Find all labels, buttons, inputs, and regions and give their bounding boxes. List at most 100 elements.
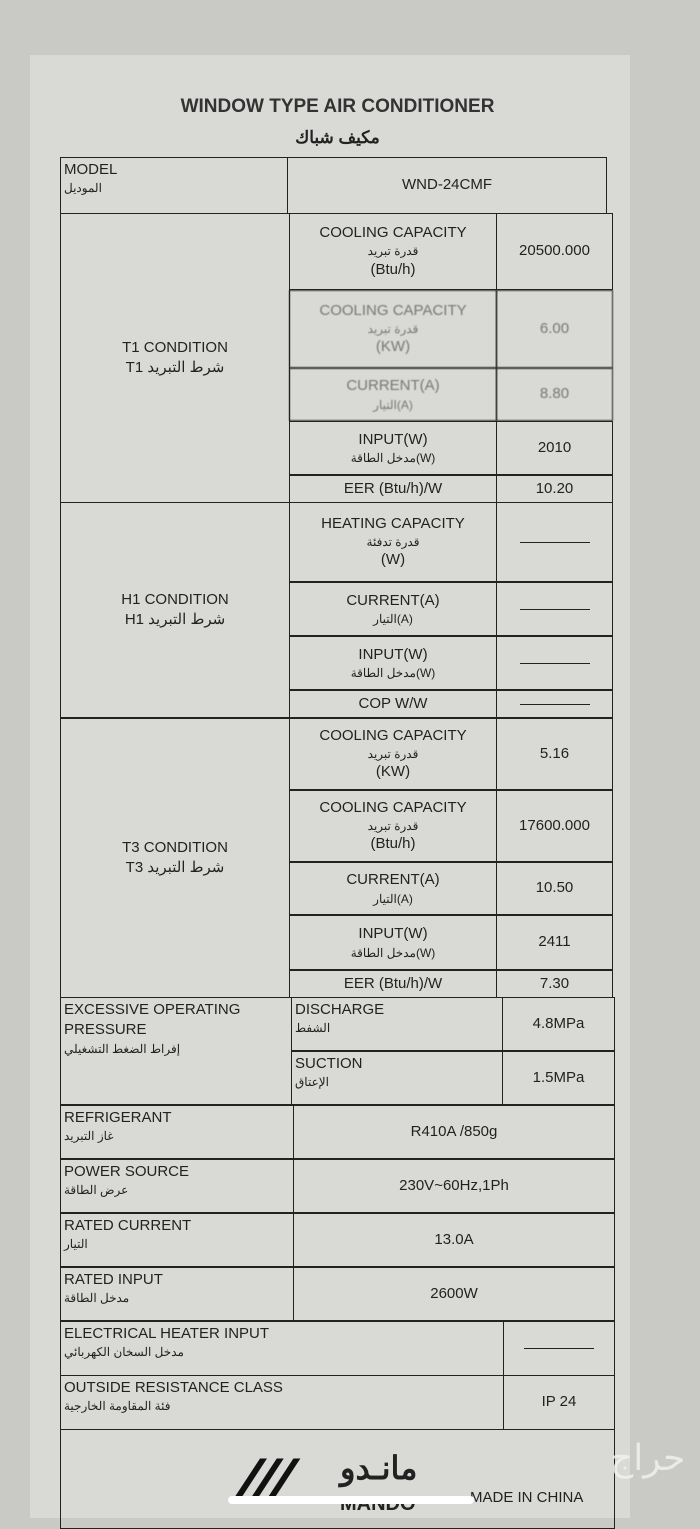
t3-label-text: T3 شرط التبريد — [125, 859, 225, 876]
t3-row-value-text: 7.30 — [539, 974, 570, 992]
empty-dash — [519, 608, 590, 610]
spec-label-text: التيار — [64, 1237, 88, 1252]
t1-row-label-text: CURRENT(A) — [346, 377, 440, 395]
t1-row-value: 6.00 — [496, 290, 613, 368]
discharge-value: 4.8MPa — [502, 997, 615, 1051]
pressure-label: EXCESSIVE OPERATING PRESSURE إفراط الضغط … — [60, 997, 292, 1105]
spec-value-text: 13.0A — [434, 1230, 474, 1248]
pressure-label-text: إفراط الضغط التشغيلي — [64, 1041, 181, 1056]
empty-dash — [519, 703, 590, 705]
h1-row-label-text: (W) — [380, 551, 406, 569]
spec-label-text: REFRIGERANT — [64, 1109, 172, 1126]
spec-label: REFRIGERANT غاز التبريد — [60, 1105, 294, 1159]
outside-label-text: فئة المقاومة الخارجية — [64, 1399, 171, 1414]
t1-row-label-text: COOLING CAPACITY — [319, 224, 467, 242]
t1-row-value-text: 6.00 — [539, 319, 570, 337]
t1-row-label: COOLING CAPACITY قدرة تبريد (Btu/h) — [289, 213, 497, 290]
t3-row-label-text: INPUT(W) — [358, 925, 428, 943]
t3-row-value-text: 17600.000 — [519, 816, 590, 834]
spec-label-text: مدخل الطاقة — [64, 1291, 130, 1306]
outside-value: IP 24 — [503, 1375, 615, 1430]
h1-row-label-text: INPUT(W) — [358, 645, 428, 663]
heater-value — [503, 1321, 615, 1376]
t3-row-label: CURRENT(A) التيار(A) — [289, 862, 497, 915]
spec-value-text: 2600W — [430, 1284, 478, 1302]
model-label-text: MODEL — [64, 161, 118, 178]
spec-label: RATED INPUT مدخل الطاقة — [60, 1267, 294, 1321]
t3-row-label-text: قدرة تبريد — [367, 818, 419, 833]
t3-row-label-text: مدخل الطاقة(W) — [350, 945, 436, 960]
model-label: MODEL الموديل — [60, 157, 288, 214]
t1-row-label-text: (KW) — [375, 338, 411, 356]
suction-label: SUCTION الإعتاق — [291, 1051, 503, 1105]
empty-dash — [519, 541, 590, 543]
made-in: MADE IN CHINA — [470, 1489, 584, 1506]
t1-label: T1 CONDITION T1 شرط التبريد — [60, 213, 290, 503]
t3-row-label-text: (Btu/h) — [370, 835, 416, 853]
logo-area — [60, 1429, 615, 1529]
model-value: WND-24CMF — [287, 157, 607, 214]
t3-row-value: 10.50 — [496, 862, 613, 915]
t3-row-value-text: 10.50 — [535, 879, 574, 897]
spec-label: RATED CURRENT التيار — [60, 1213, 294, 1267]
model-label-text: الموديل — [64, 181, 102, 196]
pressure-label-text: EXCESSIVE OPERATING PRESSURE — [64, 1001, 241, 1039]
t3-row-value: 5.16 — [496, 718, 613, 790]
home-indicator[interactable] — [228, 1496, 474, 1504]
discharge-value-text: 4.8MPa — [532, 1014, 585, 1032]
h1-row-label: CURRENT(A) التيار(A) — [289, 582, 497, 636]
t3-row-value: 17600.000 — [496, 790, 613, 862]
t3-row-label: INPUT(W) مدخل الطاقة(W) — [289, 915, 497, 970]
spec-value: 230V~60Hz,1Ph — [293, 1159, 615, 1213]
spec-label-text: RATED INPUT — [64, 1271, 163, 1288]
t3-row-label-text: قدرة تبريد — [367, 746, 419, 761]
t3-row-label-text: التيار(A) — [373, 891, 413, 906]
t3-row-label-text: CURRENT(A) — [346, 871, 440, 889]
h1-row-value — [496, 690, 613, 718]
title-en: WINDOW TYPE AIR CONDITIONER — [180, 96, 495, 117]
t1-row-label: INPUT(W) مدخل الطاقة(W) — [289, 421, 497, 475]
t1-row-value: 10.20 — [496, 475, 613, 503]
outside-label: OUTSIDE RESISTANCE CLASS فئة المقاومة الخ… — [60, 1375, 504, 1430]
t3-row-value-text: 2411 — [538, 933, 571, 951]
spec-label-text: عرض الطاقة — [64, 1183, 129, 1198]
t1-row-label-text: EER (Btu/h)/W — [343, 479, 443, 497]
t3-row-label: COOLING CAPACITY قدرة تبريد (Btu/h) — [289, 790, 497, 862]
t3-label-text: T3 CONDITION — [122, 838, 228, 856]
spec-value: R410A /850g — [293, 1105, 615, 1159]
outside-value-text: IP 24 — [541, 1393, 577, 1411]
h1-row-label-text: مدخل الطاقة(W) — [350, 666, 436, 681]
t1-row-value: 20500.000 — [496, 213, 613, 290]
t3-row-value-text: 5.16 — [539, 744, 570, 762]
t3-label: T3 CONDITION T3 شرط التبريد — [60, 718, 290, 998]
t1-row-value: 2010 — [496, 421, 613, 475]
spec-label-text: RATED CURRENT — [64, 1217, 192, 1234]
brand-ar: مانـدو — [340, 1450, 418, 1486]
spec-label-text: غاز التبريد — [64, 1129, 114, 1144]
spec-value-text: 230V~60Hz,1Ph — [399, 1176, 509, 1194]
t3-row-label-text: COOLING CAPACITY — [319, 798, 467, 816]
spec-label: POWER SOURCE عرض الطاقة — [60, 1159, 294, 1213]
t1-row-label-text: INPUT(W) — [358, 430, 428, 448]
t1-row-label-text: التيار(A) — [373, 397, 413, 412]
heater-label-text: ELECTRICAL HEATER INPUT — [64, 1325, 270, 1342]
t1-row-label-text: (Btu/h) — [370, 260, 416, 278]
spec-value-text: R410A /850g — [410, 1122, 498, 1140]
h1-label-text: H1 CONDITION — [121, 590, 229, 608]
t1-row-label-text: قدرة تبريد — [367, 244, 419, 259]
h1-row-label-text: HEATING CAPACITY — [321, 514, 465, 532]
h1-row-label-text: COP W/W — [358, 694, 428, 712]
watermark: حراج — [610, 1437, 686, 1478]
t3-row-value: 2411 — [496, 915, 613, 970]
suction-value: 1.5MPa — [502, 1051, 615, 1105]
t3-row-label-text: (KW) — [375, 763, 411, 781]
h1-row-label: HEATING CAPACITY قدرة تدفئة (W) — [289, 502, 497, 582]
discharge-label-text: DISCHARGE — [295, 1001, 385, 1018]
title-ar: مكيف شباك — [295, 128, 380, 147]
t3-row-label-text: COOLING CAPACITY — [319, 726, 467, 744]
discharge-label: DISCHARGE الشفط — [291, 997, 503, 1051]
model-value-text: WND-24CMF — [402, 176, 492, 194]
spec-value: 13.0A — [293, 1213, 615, 1267]
suction-value-text: 1.5MPa — [532, 1068, 585, 1086]
h1-row-label: INPUT(W) مدخل الطاقة(W) — [289, 636, 497, 690]
